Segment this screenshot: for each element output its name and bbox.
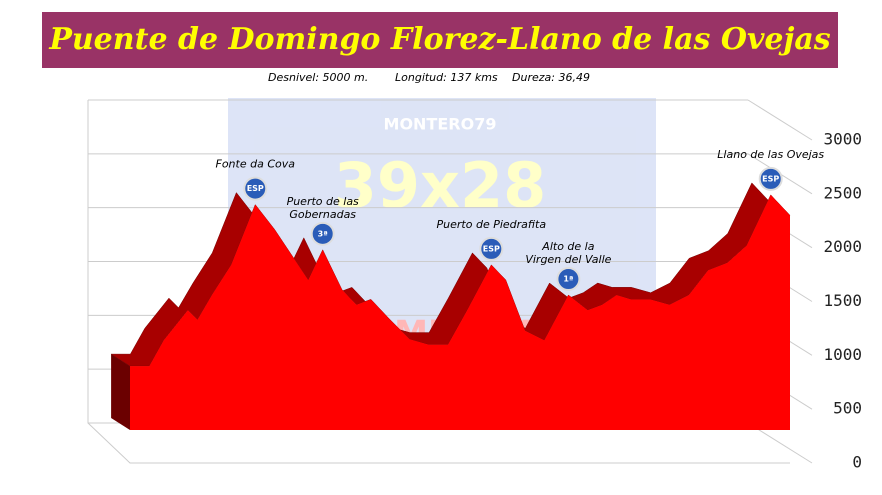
badge-text: ESP (247, 184, 264, 193)
y-tick-label: 2000 (823, 237, 862, 256)
annotation-line: Virgen del Valle (525, 253, 611, 266)
annotation: Fonte da Cova (216, 158, 296, 171)
annotation-line: Gobernadas (289, 208, 356, 221)
badge (758, 166, 783, 191)
annotation-line: Alto de la (541, 240, 594, 253)
y-tick-label: 1000 (823, 345, 862, 364)
subtitle: Dureza: 36,49 (512, 71, 590, 84)
annotation: Puerto de Piedrafita (437, 218, 547, 231)
badge (479, 236, 504, 261)
area (130, 194, 790, 430)
badge-text: 1ª (563, 275, 573, 284)
grid-line (747, 99, 813, 141)
y-tick-label: 3000 (823, 130, 862, 149)
y-tick-label: 500 (833, 399, 862, 418)
badge (243, 176, 268, 201)
annotation: Llano de las Ovejas (717, 148, 824, 161)
badge-text: ESP (762, 174, 779, 183)
area-side (111, 354, 130, 430)
annotation-line: Puerto de las (287, 195, 359, 208)
y-tick-label: 1500 (823, 291, 862, 310)
y-tick-label: 0 (852, 453, 862, 472)
watermark-text: 39x28 (334, 149, 547, 222)
title-box (42, 12, 838, 68)
subtitle: Longitud: 137 kms (395, 71, 498, 84)
badge (556, 267, 581, 292)
badge (310, 221, 335, 246)
chart-title: Puente de Domingo Florez-Llano de las Ov… (48, 22, 830, 57)
badge-text: 3ª (318, 229, 328, 238)
subtitle: Desnivel: 5000 m. (268, 71, 368, 84)
badge-text: ESP (483, 244, 500, 253)
annotation: Puerto de las Gobernadas (287, 195, 359, 221)
watermark-text: MONTERO79 (384, 115, 497, 134)
annotation: Alto de la Virgen del Valle (525, 240, 611, 266)
y-tick-label: 2500 (823, 183, 862, 202)
